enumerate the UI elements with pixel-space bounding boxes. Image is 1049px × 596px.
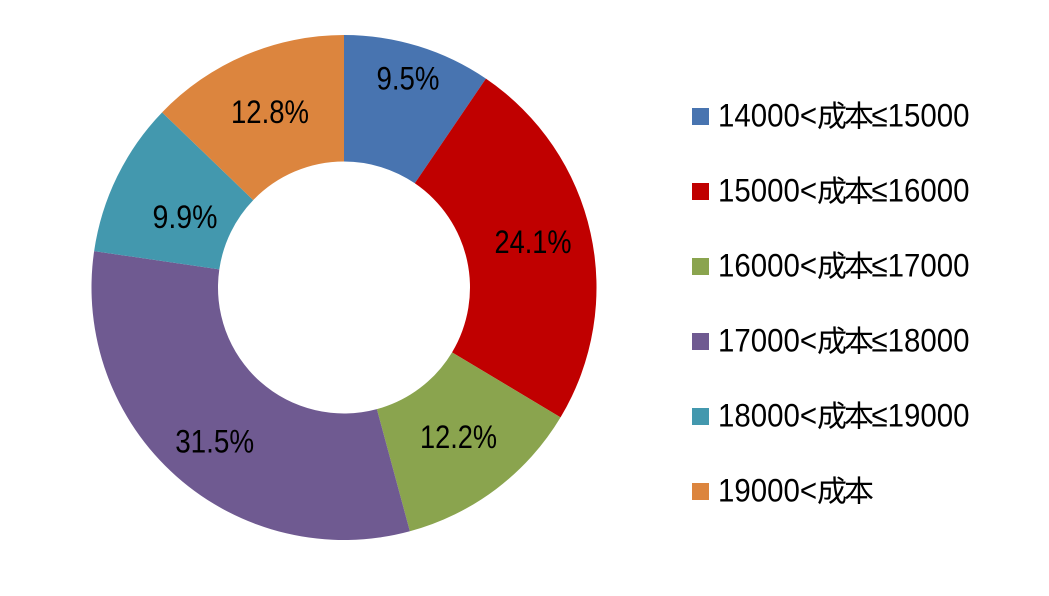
svg-text:12.2%: 12.2% — [420, 419, 497, 455]
svg-text:≤17000: ≤17000 — [872, 248, 970, 284]
svg-text:19000<: 19000< — [718, 473, 817, 509]
svg-text:9.9%: 9.9% — [153, 199, 218, 235]
svg-text:14000<: 14000< — [718, 98, 817, 134]
svg-text:9.5%: 9.5% — [377, 61, 440, 97]
svg-text:12.8%: 12.8% — [231, 94, 309, 130]
svg-text:18000<: 18000< — [718, 398, 817, 434]
svg-text:≤18000: ≤18000 — [872, 323, 970, 359]
svg-text:17000<: 17000< — [718, 323, 817, 359]
svg-text:≤15000: ≤15000 — [872, 98, 970, 134]
svg-text:24.1%: 24.1% — [495, 224, 572, 260]
svg-text:≤19000: ≤19000 — [872, 398, 970, 434]
svg-text:15000<: 15000< — [718, 173, 817, 209]
svg-text:31.5%: 31.5% — [175, 424, 254, 460]
svg-text:16000<: 16000< — [718, 248, 817, 284]
svg-text:≤16000: ≤16000 — [872, 173, 970, 209]
